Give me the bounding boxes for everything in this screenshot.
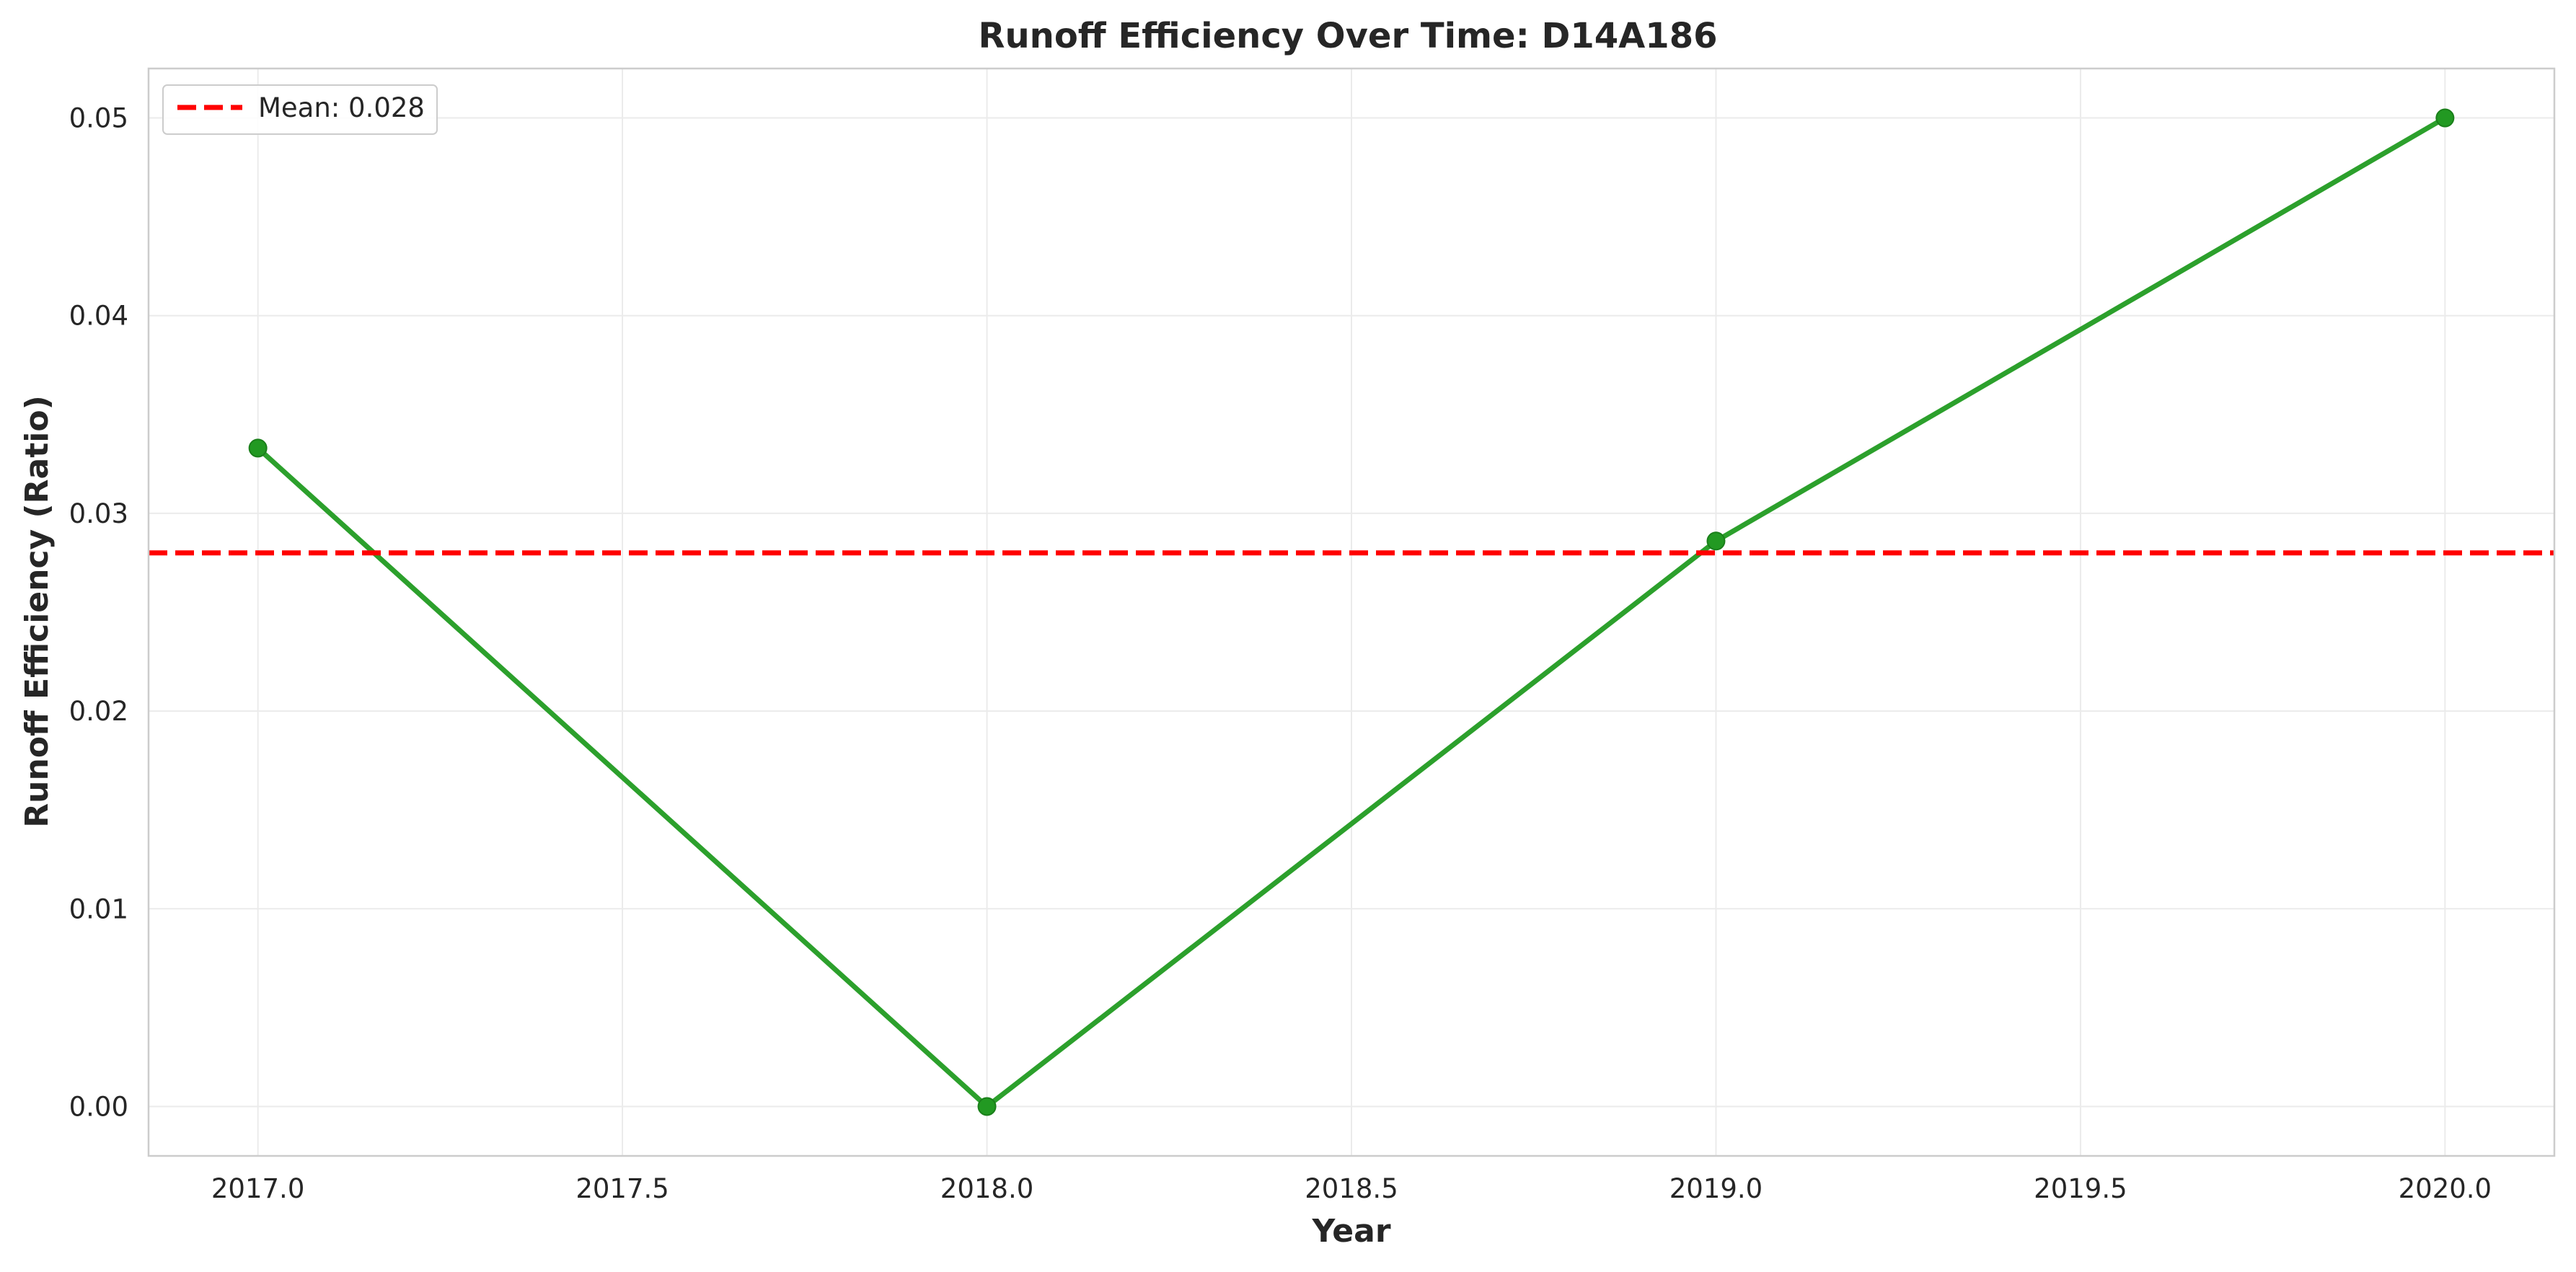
y-axis-title: Runoff Efficiency (Ratio)	[19, 395, 56, 827]
y-tick-label: 0.05	[69, 103, 128, 134]
plot-frame	[147, 67, 2556, 1157]
series-line	[255, 115, 2448, 1109]
x-tick-label: 2017.5	[575, 1173, 669, 1204]
data-point	[2435, 108, 2455, 128]
data-point	[977, 1097, 997, 1116]
y-tick-label: 0.02	[69, 696, 128, 727]
chart-title: Runoff Efficiency Over Time: D14A186	[979, 16, 1718, 56]
data-point	[1706, 531, 1726, 551]
y-tick-label: 0.01	[69, 893, 128, 924]
x-tick-label: 2017.0	[211, 1173, 304, 1204]
x-tick-label: 2020.0	[2399, 1173, 2492, 1204]
x-tick-label: 2019.5	[2034, 1173, 2127, 1204]
legend: Mean: 0.028	[162, 84, 438, 135]
x-axis-title: Year	[1311, 1213, 1390, 1250]
x-tick-label: 2018.0	[940, 1173, 1033, 1204]
x-tick-label: 2019.0	[1669, 1173, 1763, 1204]
y-tick-label: 0.04	[69, 301, 128, 332]
legend-label-mean: Mean: 0.028	[258, 92, 425, 123]
data-series	[149, 108, 2554, 1116]
axis-ticks: 2017.0 2017.5 2018.0 2018.5 2019.0 2019.5 2020…	[69, 103, 2492, 1204]
data-point	[248, 438, 268, 458]
x-tick-label: 2018.5	[1305, 1173, 1398, 1204]
y-tick-label: 0.03	[69, 498, 128, 529]
legend-frame	[162, 84, 438, 135]
y-tick-label: 0.00	[69, 1091, 128, 1122]
grid-lines	[149, 69, 2554, 1156]
